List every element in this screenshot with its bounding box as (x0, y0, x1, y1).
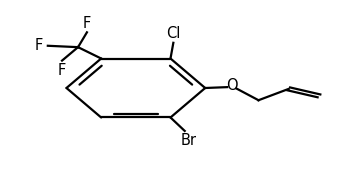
Text: O: O (226, 78, 238, 93)
Text: Br: Br (180, 133, 196, 148)
Text: F: F (34, 38, 42, 53)
Text: F: F (58, 63, 66, 78)
Text: F: F (83, 15, 91, 31)
Text: Cl: Cl (166, 26, 181, 41)
